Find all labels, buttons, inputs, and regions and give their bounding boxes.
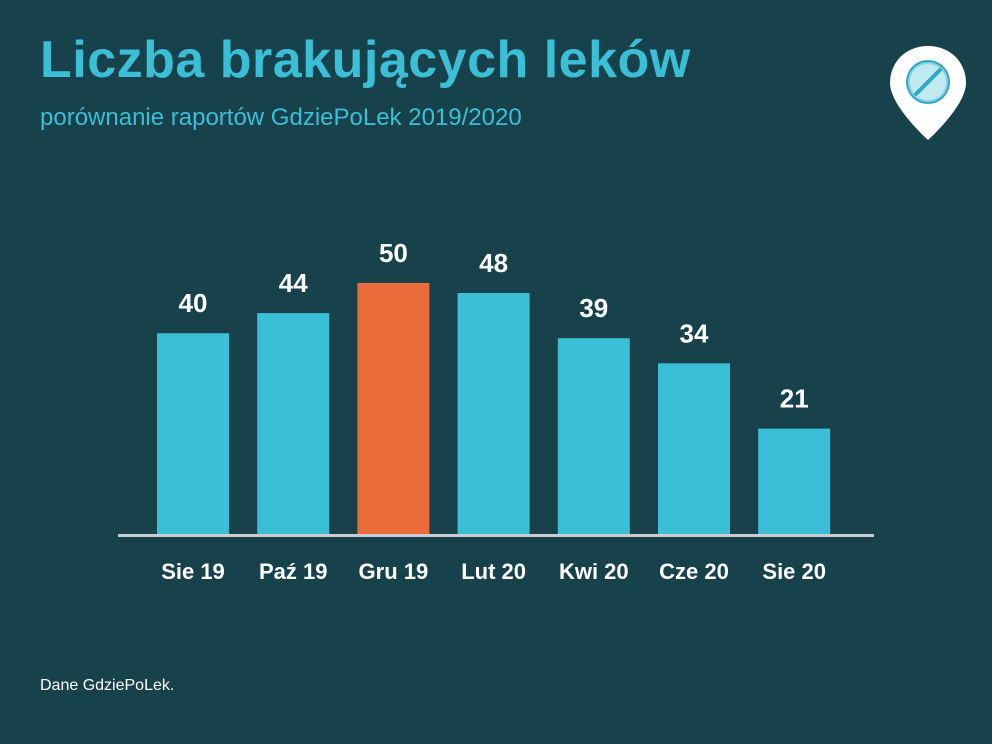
value-label: 39: [579, 293, 608, 323]
bar-4: [557, 338, 630, 534]
bar-0: [157, 333, 229, 534]
chart-subtitle: porównanie raportów GdziePoLek 2019/2020: [40, 104, 522, 131]
category-label: Lut 20: [461, 559, 526, 584]
category-label: Paź 19: [259, 559, 328, 584]
bar-5: [658, 363, 730, 534]
category-label: Sie 19: [161, 559, 225, 584]
value-label: 40: [179, 288, 208, 318]
value-label: 50: [379, 238, 408, 268]
value-label: 48: [479, 248, 508, 278]
bar-1: [257, 313, 330, 534]
value-label: 21: [780, 384, 809, 414]
value-label: 44: [279, 268, 308, 298]
bar-6: [758, 428, 831, 534]
category-label: Sie 20: [762, 559, 826, 584]
value-label: 34: [680, 318, 709, 348]
bar-2: [357, 283, 430, 534]
pill-location-pin-icon: [888, 44, 968, 147]
bar-3: [457, 293, 530, 534]
category-label: Kwi 20: [559, 559, 629, 584]
category-label: Cze 20: [659, 559, 729, 584]
source-note: Dane GdziePoLek.: [40, 677, 175, 694]
chart-title: Liczba brakujących leków: [40, 31, 691, 89]
category-label: Gru 19: [359, 559, 429, 584]
